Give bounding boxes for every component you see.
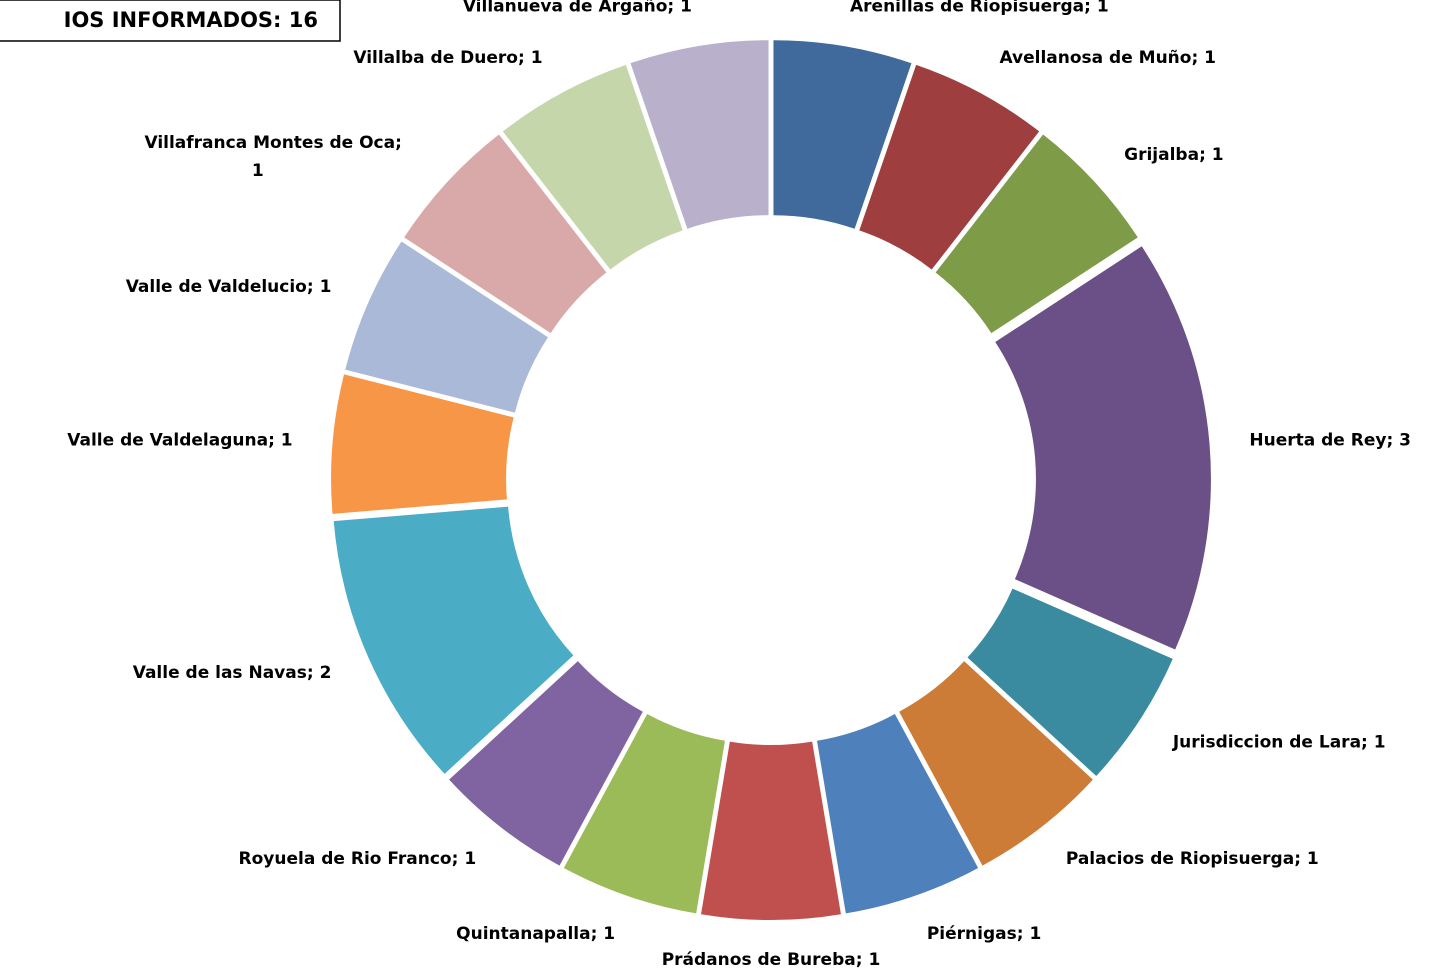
doughnut-segment xyxy=(333,506,574,774)
doughnut-segment xyxy=(817,714,979,914)
data-label-value: 1 xyxy=(1374,733,1386,753)
label-separator: ; xyxy=(395,133,408,153)
label-category: Villanueva de Argaño xyxy=(463,0,668,17)
label-separator: ; xyxy=(1017,924,1030,944)
label-category: Piérnigas xyxy=(927,924,1017,944)
label-separator: ; xyxy=(307,277,320,297)
data-label: Grijalba; 1 xyxy=(1124,145,1224,165)
label-separator: ; xyxy=(268,430,281,450)
label-category: Quintanapalla xyxy=(456,924,590,944)
label-separator: ; xyxy=(856,950,869,970)
chart-title: IOS INFORMADOS: 16 xyxy=(64,8,318,32)
data-label-value: 1 xyxy=(1097,0,1109,17)
data-label: Prádanos de Bureba; 1 xyxy=(662,950,881,970)
label-category: Valle de Valdelucio xyxy=(126,277,307,297)
label-category: Palacios de Riopisuerga xyxy=(1066,849,1294,869)
label-category: Royuela de Rio Franco xyxy=(239,849,452,869)
label-separator: ; xyxy=(1386,430,1399,450)
doughnut-segment xyxy=(899,661,1093,866)
data-label-value: 2 xyxy=(320,663,332,683)
doughnut-segment xyxy=(701,741,841,920)
data-label: Jurisdiccion de Lara; 1 xyxy=(1172,733,1386,753)
label-separator: ; xyxy=(1361,733,1374,753)
label-category: Villalba de Duero xyxy=(353,48,518,68)
label-category: Grijalba xyxy=(1124,145,1199,165)
label-separator: ; xyxy=(591,924,604,944)
data-label: Villafranca Montes de Oca; 1 xyxy=(144,133,407,181)
data-label-value: 1 xyxy=(320,277,332,297)
label-separator: ; xyxy=(1199,145,1212,165)
label-category: Arenillas de Ríopisuerga xyxy=(850,0,1084,17)
data-label-value: 1 xyxy=(680,0,692,17)
data-label: Royuela de Rio Franco; 1 xyxy=(239,849,477,869)
doughnut-segment xyxy=(630,40,769,229)
data-label: Valle de Valdelucio; 1 xyxy=(126,277,332,297)
doughnut-segment xyxy=(331,374,514,514)
doughnut-segment xyxy=(967,588,1173,777)
data-label: Villanueva de Argaño; 1 xyxy=(463,0,692,17)
data-label: Arenillas de Ríopisuerga; 1 xyxy=(850,0,1109,17)
label-category: Valle de Valdelaguna xyxy=(67,430,268,450)
data-label-value: 1 xyxy=(1204,48,1216,68)
label-category: Valle de las Navas xyxy=(133,663,307,683)
data-label: Piérnigas; 1 xyxy=(927,924,1041,944)
label-category: Huerta de Rey xyxy=(1249,430,1386,450)
doughnut-segment xyxy=(935,134,1138,334)
label-separator: ; xyxy=(518,48,531,68)
data-label-value: 1 xyxy=(1029,924,1041,944)
label-separator: ; xyxy=(452,849,465,869)
doughnut-segment xyxy=(995,246,1211,650)
data-label-value: 1 xyxy=(531,48,543,68)
data-label-value: 1 xyxy=(464,849,476,869)
label-separator: ; xyxy=(1294,849,1307,869)
doughnut-segment xyxy=(502,64,683,270)
label-separator: ; xyxy=(1084,0,1097,17)
data-label: Villalba de Duero; 1 xyxy=(353,48,542,68)
doughnut-segment xyxy=(773,40,912,229)
doughnut-segment xyxy=(859,64,1040,270)
label-category: Avellanosa de Muño xyxy=(999,48,1191,68)
data-label-value: 1 xyxy=(868,950,880,970)
label-category: Jurisdiccion de Lara xyxy=(1172,733,1361,753)
doughnut-segment xyxy=(563,714,725,914)
data-label: Avellanosa de Muño; 1 xyxy=(999,48,1216,68)
doughnut-segment xyxy=(449,661,643,866)
data-label-value: 1 xyxy=(1212,145,1224,165)
data-label-value: 1 xyxy=(1307,849,1319,869)
doughnut-segment xyxy=(404,134,607,334)
label-separator: ; xyxy=(667,0,680,17)
doughnut-segment xyxy=(345,241,548,413)
data-label: Huerta de Rey; 3 xyxy=(1249,430,1411,450)
data-label-value: 3 xyxy=(1399,430,1411,450)
data-label: Palacios de Riopisuerga; 1 xyxy=(1066,849,1319,869)
label-separator: ; xyxy=(1191,48,1204,68)
label-category: Prádanos de Bureba xyxy=(662,950,856,970)
label-separator: ; xyxy=(307,663,320,683)
label-category: Villafranca Montes de Oca xyxy=(144,133,395,153)
data-label-value: 1 xyxy=(281,430,293,450)
data-label: Valle de las Navas; 2 xyxy=(133,663,332,683)
data-label-value: 1 xyxy=(252,161,264,181)
data-label: Valle de Valdelaguna; 1 xyxy=(67,430,292,450)
data-label: Quintanapalla; 1 xyxy=(456,924,615,944)
data-label-value: 1 xyxy=(603,924,615,944)
title-box xyxy=(0,0,341,42)
